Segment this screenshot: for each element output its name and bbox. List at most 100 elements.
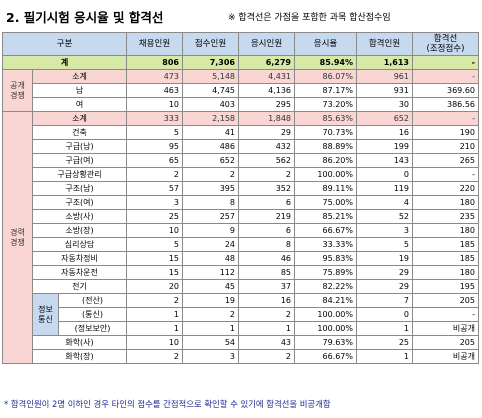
- cell-rate: 75.00%: [294, 195, 357, 210]
- cell-cutoff: -: [412, 69, 479, 84]
- row-label: (정보보안): [58, 321, 127, 336]
- cell-cutoff: 180: [412, 195, 479, 210]
- cell-passed: 3: [356, 223, 413, 238]
- cell-rate: 82.22%: [294, 279, 357, 294]
- cell-tested: 16: [238, 293, 295, 308]
- cell-tested: 1,848: [238, 111, 295, 126]
- cell-tested: 6: [238, 223, 295, 238]
- cell-passed: 143: [356, 153, 413, 168]
- cell-passed: 961: [356, 69, 413, 84]
- cell-applied: 2: [182, 307, 239, 322]
- cell-rate: 84.21%: [294, 293, 357, 308]
- cell-applied: 1: [182, 321, 239, 336]
- cell-applied: 395: [182, 181, 239, 196]
- table-row: 소방(사) 25 257 219 85.21% 52 235: [3, 209, 479, 224]
- cell-rate: 89.11%: [294, 181, 357, 196]
- cell-recruit: 1: [126, 307, 183, 322]
- cell-rate: 85.94%: [294, 55, 357, 70]
- cell-tested: 29: [238, 125, 295, 140]
- row-label: 화학(사): [32, 335, 127, 350]
- row-label: 건축: [32, 125, 127, 140]
- cell-cutoff: -: [412, 167, 479, 182]
- cell-recruit: 20: [126, 279, 183, 294]
- cell-rate: 75.89%: [294, 265, 357, 280]
- row-label: 소방(장): [32, 223, 127, 238]
- cell-rate: 33.33%: [294, 237, 357, 252]
- row-label: 소방(사): [32, 209, 127, 224]
- cell-applied: 24: [182, 237, 239, 252]
- cell-tested: 219: [238, 209, 295, 224]
- cell-cutoff: 180: [412, 265, 479, 280]
- cell-cutoff: -: [412, 55, 479, 70]
- cell-cutoff: 190: [412, 125, 479, 140]
- cell-tested: 2: [238, 307, 295, 322]
- cell-cutoff: 195: [412, 279, 479, 294]
- cell-rate: 86.20%: [294, 153, 357, 168]
- cell-cutoff: 205: [412, 335, 479, 350]
- table-row: 건축 5 41 29 70.73% 16 190: [3, 125, 479, 140]
- cell-recruit: 15: [126, 251, 183, 266]
- row-label: 구조(남): [32, 181, 127, 196]
- cell-rate: 79.63%: [294, 335, 357, 350]
- cell-passed: 931: [356, 83, 413, 98]
- cell-tested: 6,279: [238, 55, 295, 70]
- nondisclosure-note: * 합격인원이 2명 이하인 경우 타인의 점수를 간접적으로 확인할 수 있기…: [4, 399, 331, 409]
- cell-rate: 95.83%: [294, 251, 357, 266]
- cell-passed: 0: [356, 307, 413, 322]
- cell-tested: 432: [238, 139, 295, 154]
- table-row-subtotal: 경력 경쟁 소계 333 2,158 1,848 85.63% 652-: [2, 111, 479, 364]
- cell-cutoff: 185: [412, 237, 479, 252]
- cell-passed: 5: [356, 237, 413, 252]
- cell-recruit: 806: [126, 55, 183, 70]
- row-label: 화학(장): [32, 349, 127, 364]
- cell-applied: 257: [182, 209, 239, 224]
- cell-recruit: 5: [126, 125, 183, 140]
- cell-passed: 25: [356, 335, 413, 350]
- cell-cutoff: 386.56: [412, 97, 479, 112]
- cell-recruit: 65: [126, 153, 183, 168]
- row-label: 구급(여): [32, 153, 127, 168]
- group-label: 정보 통신: [32, 293, 59, 336]
- cell-passed: 19: [356, 251, 413, 266]
- table-row: 화학(사) 10 54 43 79.63% 25 205: [3, 335, 479, 350]
- row-label: 심리상담: [32, 237, 127, 252]
- table-row: 화학(장) 2 3 2 66.67% 1 비공개: [3, 349, 479, 364]
- cell-tested: 6: [238, 195, 295, 210]
- cell-applied: 8: [182, 195, 239, 210]
- cell-rate: 100.00%: [294, 167, 357, 182]
- table-row: (정보보안) 1 1 1 100.00% 1 비공개: [3, 321, 479, 336]
- header-category: 구분: [2, 32, 127, 56]
- cell-tested: 4,431: [238, 69, 295, 84]
- cell-applied: 486: [182, 139, 239, 154]
- cell-cutoff: -: [412, 307, 479, 322]
- header-cutoff: 합격선 (조정점수): [412, 32, 479, 56]
- cell-tested: 1: [238, 321, 295, 336]
- cell-applied: 2: [182, 167, 239, 182]
- cell-passed: 0: [356, 167, 413, 182]
- cell-applied: 5,148: [182, 69, 239, 84]
- cell-applied: 652: [182, 153, 239, 168]
- group-label: 경력 경쟁: [2, 111, 33, 364]
- row-label: (통신): [58, 307, 127, 322]
- table-row: 정보 통신 (전산) 2 19 16 84.21% 7 205: [3, 293, 479, 336]
- cell-passed: 52: [356, 209, 413, 224]
- cell-rate: 86.07%: [294, 69, 357, 84]
- table-row-total: 계 806 7,306 6,279 85.94% 1,613-: [2, 55, 479, 70]
- cell-rate: 85.63%: [294, 111, 357, 126]
- table-row: 심리상담 5 24 8 33.33% 5 185: [3, 237, 479, 252]
- cell-rate: 66.67%: [294, 349, 357, 364]
- cell-passed: 4: [356, 195, 413, 210]
- cell-rate: 87.17%: [294, 83, 357, 98]
- cell-recruit: 10: [126, 223, 183, 238]
- cell-tested: 2: [238, 167, 295, 182]
- cell-applied: 19: [182, 293, 239, 308]
- cell-passed: 1: [356, 321, 413, 336]
- table-row-subtotal: 공개 경쟁 소계 473 5,148 4,431 86.07% 961-: [2, 69, 479, 112]
- table-row: 구급(남) 95 486 432 88.89% 199 210: [3, 139, 479, 154]
- cell-applied: 7,306: [182, 55, 239, 70]
- cell-recruit: 15: [126, 265, 183, 280]
- cell-rate: 100.00%: [294, 307, 357, 322]
- cell-recruit: 25: [126, 209, 183, 224]
- header-tested: 응시인원: [238, 32, 295, 56]
